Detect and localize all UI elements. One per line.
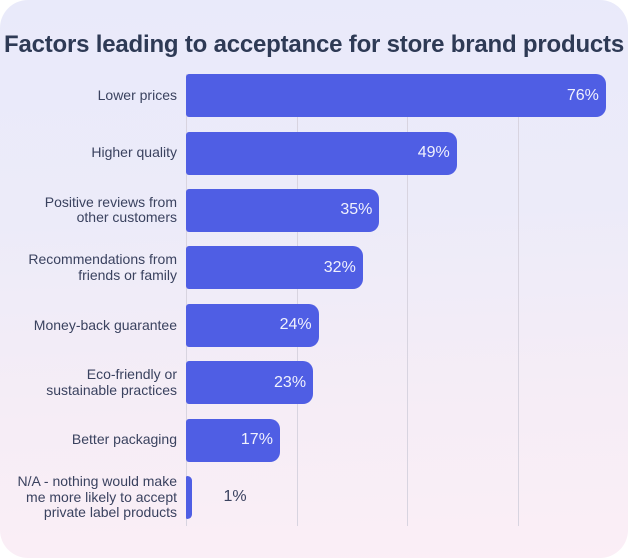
gridline-60pct [517,74,519,526]
bar-track: 76% [186,74,628,118]
value-label: 49% [417,144,450,162]
category-label: Higher quality [0,145,186,161]
value-label: 32% [323,258,356,276]
category-label: N/A - nothing would make me more likely t… [0,474,186,521]
bar-eco-friendly: 23% [186,361,314,405]
category-label-line: Positive reviews from [44,193,177,210]
category-label-line: private label products [43,504,177,521]
bar-track: 32% [186,246,628,290]
value-label: 24% [279,316,312,334]
category-label: Lower prices [0,86,186,104]
category-label: Money-back guarantee [0,316,186,334]
bar-track: 23% [186,361,628,405]
bar-money-back: 24% [186,303,319,347]
category-label: Positive reviews from other customers [0,193,186,226]
category-label-line: Eco-friendly or [86,366,177,383]
plot-area [186,74,628,526]
bar-rows: Lower prices 76% Higher quality 49% Positive… [0,67,628,526]
bar-higher: 49% [186,131,457,175]
bar-row: Better packaging 17% [0,411,628,468]
category-label-line: N/A - nothing would make [17,473,177,490]
category-label-line: Lower prices [97,86,177,103]
category-label-line: Higher quality [91,144,177,161]
category-label: Better packaging [0,432,186,448]
category-label-line: other customers [76,209,177,226]
bar-row: Eco-friendly or sustainable practices 23% [0,354,628,411]
bar-better: 17% [186,418,280,462]
value-label: 23% [274,373,307,391]
bar-row: Higher quality 49% [0,124,628,181]
gridline-40pct [407,74,408,526]
category-label-line: sustainable practices [46,381,177,398]
value-label: 17% [240,431,273,449]
bar-row: N/A - nothing would make me more likely t… [0,469,628,526]
chart-title: Factors leading to acceptance for store … [4,31,624,58]
bar-track: 49% [186,131,628,175]
category-label: Eco-friendly or sustainable practices [0,367,186,398]
bar-n/a [186,475,192,519]
bar-track: 1% [186,475,628,519]
value-label: 35% [340,201,373,219]
category-label-line: Recommendations from [28,251,177,268]
value-label: 1% [223,488,247,506]
bar-positive: 35% [186,188,380,232]
bar-lower: 76% [186,74,606,118]
bar-track: 35% [186,188,628,232]
bar-row: Recommendations from friends or family 32% [0,239,628,296]
bar-track: 17% [186,418,628,462]
value-label: 76% [566,86,599,104]
category-label-line: me more likely to accept [26,488,177,505]
category-label-line: Money-back guarantee [33,316,177,333]
category-label: Recommendations from friends or family [0,252,186,283]
bar-recommendations: 32% [186,246,363,290]
bar-row: Positive reviews from other customers 35% [0,182,628,239]
gridline-0pct [186,74,187,526]
bar-track: 24% [186,303,628,347]
bar-row: Money-back guarantee 24% [0,297,628,354]
category-label-line: Better packaging [71,431,177,448]
bar-row: Lower prices 76% [0,67,628,124]
gridline-20pct [296,74,298,526]
category-label-line: friends or family [78,266,177,283]
